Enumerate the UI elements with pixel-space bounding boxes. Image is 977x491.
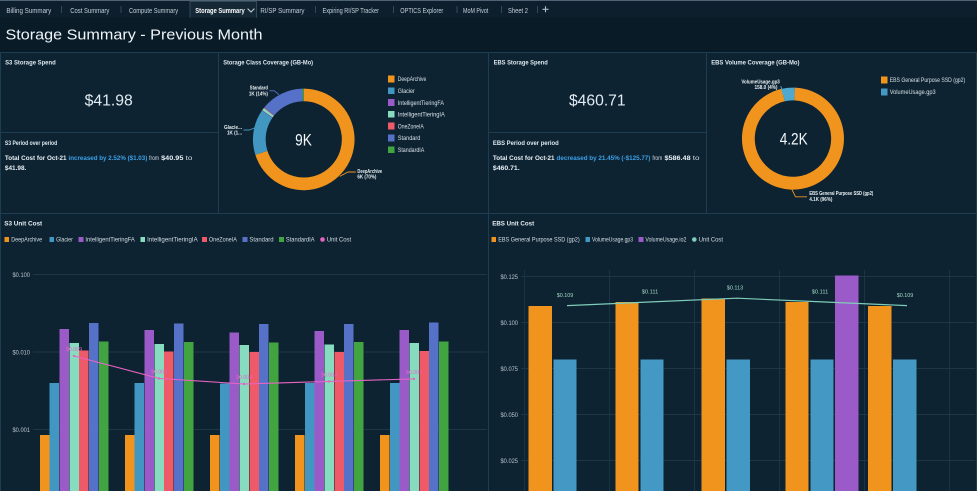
svg-text:from: from — [652, 155, 662, 162]
svg-text:Total Cost for Oct-21: Total Cost for Oct-21 — [5, 155, 67, 162]
svg-text:$0.005: $0.005 — [151, 369, 167, 375]
svg-text:to: to — [186, 155, 193, 162]
svg-text:increased by 2.52% ($1.03): increased by 2.52% ($1.03) — [69, 155, 148, 162]
svg-text:Standard: Standard — [398, 135, 421, 142]
svg-text:Compute Summary: Compute Summary — [129, 8, 179, 15]
svg-text:OneZoneIA: OneZoneIA — [398, 123, 425, 130]
svg-text:VolumeUsage.gp3: VolumeUsage.gp3 — [592, 237, 633, 244]
svg-text:to: to — [693, 155, 700, 162]
svg-text:$0.004: $0.004 — [236, 375, 252, 381]
svg-text:Expiring RI/SP Tracker: Expiring RI/SP Tracker — [323, 8, 380, 15]
svg-text:$460.71.: $460.71. — [493, 165, 520, 172]
svg-text:$0.109: $0.109 — [897, 293, 914, 299]
svg-text:Glacier: Glacier — [56, 237, 74, 244]
svg-text:Storage Summary: Storage Summary — [195, 8, 245, 15]
svg-text:Glacier: Glacier — [398, 88, 416, 95]
svg-text:$41.98.: $41.98. — [5, 165, 27, 172]
svg-text:6K (70%): 6K (70%) — [357, 175, 376, 181]
svg-text:$0.050: $0.050 — [501, 413, 519, 419]
svg-text:$0.125: $0.125 — [501, 275, 519, 281]
svg-text:Glacie...: Glacie... — [224, 125, 242, 131]
svg-text:EBS Unit Cost: EBS Unit Cost — [492, 221, 535, 228]
svg-text:9K: 9K — [295, 132, 312, 150]
svg-text:1K (1...: 1K (1... — [227, 131, 242, 137]
svg-text:S3 Period over period: S3 Period over period — [5, 140, 57, 147]
svg-text:$0.005: $0.005 — [406, 370, 422, 376]
svg-text:VolumeUsage.gp3: VolumeUsage.gp3 — [741, 79, 779, 85]
svg-text:IntelligentTieringFA: IntelligentTieringFA — [398, 100, 445, 107]
svg-text:$0.100: $0.100 — [501, 321, 519, 327]
svg-text:Sheet 2: Sheet 2 — [508, 8, 528, 15]
svg-text:StandardIA: StandardIA — [398, 147, 425, 154]
svg-text:IntelligentTieringIA: IntelligentTieringIA — [147, 237, 198, 244]
svg-text:Unit Cost: Unit Cost — [699, 237, 723, 244]
svg-text:S3 Unit Cost: S3 Unit Cost — [4, 221, 43, 228]
svg-text:IntelligentTieringIA: IntelligentTieringIA — [398, 112, 446, 119]
svg-text:OPTICS Explorer: OPTICS Explorer — [400, 8, 444, 15]
svg-text:IntelligentTieringFA: IntelligentTieringFA — [85, 237, 135, 244]
svg-text:EBS Volume Coverage (GB-Mo): EBS Volume Coverage (GB-Mo) — [711, 59, 799, 66]
svg-text:EBS General Purpose SSD (gp2): EBS General Purpose SSD (gp2) — [890, 77, 966, 84]
svg-text:4.2K: 4.2K — [780, 131, 808, 149]
svg-text:Total Cost for Oct-21: Total Cost for Oct-21 — [493, 155, 555, 162]
svg-text:$460.71: $460.71 — [569, 93, 626, 110]
svg-text:S3 Storage Spend: S3 Storage Spend — [5, 59, 56, 66]
svg-text:EBS General Purpose SSD (gp2): EBS General Purpose SSD (gp2) — [809, 191, 873, 197]
svg-text:decreased by 21.45% (-$125.77): decreased by 21.45% (-$125.77) — [557, 155, 651, 162]
svg-text:VolumeUsage.io2: VolumeUsage.io2 — [645, 237, 686, 244]
svg-text:EBS Period over period: EBS Period over period — [493, 140, 559, 147]
svg-text:$0.025: $0.025 — [501, 459, 519, 465]
svg-text:$40.95: $40.95 — [161, 155, 184, 162]
svg-text:EBS Storage Spend: EBS Storage Spend — [494, 59, 548, 66]
svg-text:$0.009: $0.009 — [66, 347, 82, 353]
svg-text:$586.48: $586.48 — [665, 155, 691, 162]
svg-text:StandardIA: StandardIA — [286, 237, 315, 244]
svg-text:RI/SP Summary: RI/SP Summary — [260, 8, 305, 15]
svg-text:from: from — [149, 155, 159, 162]
svg-text:Cost Summary: Cost Summary — [70, 8, 110, 15]
svg-text:Unit Cost: Unit Cost — [327, 237, 351, 244]
svg-text:Standard: Standard — [250, 86, 268, 92]
svg-text:DeepArchive: DeepArchive — [11, 237, 42, 244]
svg-text:OneZoneIA: OneZoneIA — [209, 237, 238, 244]
svg-text:DeepArchive: DeepArchive — [357, 169, 382, 175]
svg-text:DeepArchive: DeepArchive — [398, 76, 427, 83]
svg-text:1K (14%): 1K (14%) — [249, 91, 268, 97]
svg-text:$0.111: $0.111 — [812, 289, 829, 295]
svg-text:Storage Summary - Previous Mon: Storage Summary - Previous Month — [6, 28, 263, 44]
svg-text:$0.004: $0.004 — [321, 372, 337, 378]
svg-text:MoM Pivot: MoM Pivot — [463, 8, 488, 15]
svg-text:$0.100: $0.100 — [13, 273, 31, 279]
svg-text:158.0 (4%): 158.0 (4%) — [755, 85, 778, 91]
svg-text:$0.075: $0.075 — [501, 367, 519, 373]
svg-text:$0.001: $0.001 — [13, 428, 31, 434]
svg-text:$41.98: $41.98 — [85, 92, 133, 109]
svg-text:$0.111: $0.111 — [642, 289, 659, 295]
svg-text:$0.113: $0.113 — [727, 286, 744, 292]
svg-text:4.1K (96%): 4.1K (96%) — [809, 197, 832, 203]
svg-text:$0.109: $0.109 — [557, 293, 574, 299]
svg-text:Billing Summary: Billing Summary — [6, 8, 51, 15]
svg-text:EBS General Purpose SSD (gp2): EBS General Purpose SSD (gp2) — [498, 237, 580, 244]
svg-text:Standard: Standard — [249, 237, 274, 244]
svg-text:$0.010: $0.010 — [13, 350, 31, 356]
svg-text:Storage Class Coverage (GB-Mo): Storage Class Coverage (GB-Mo) — [223, 59, 313, 66]
svg-text:VolumeUsage.gp3: VolumeUsage.gp3 — [890, 89, 936, 96]
